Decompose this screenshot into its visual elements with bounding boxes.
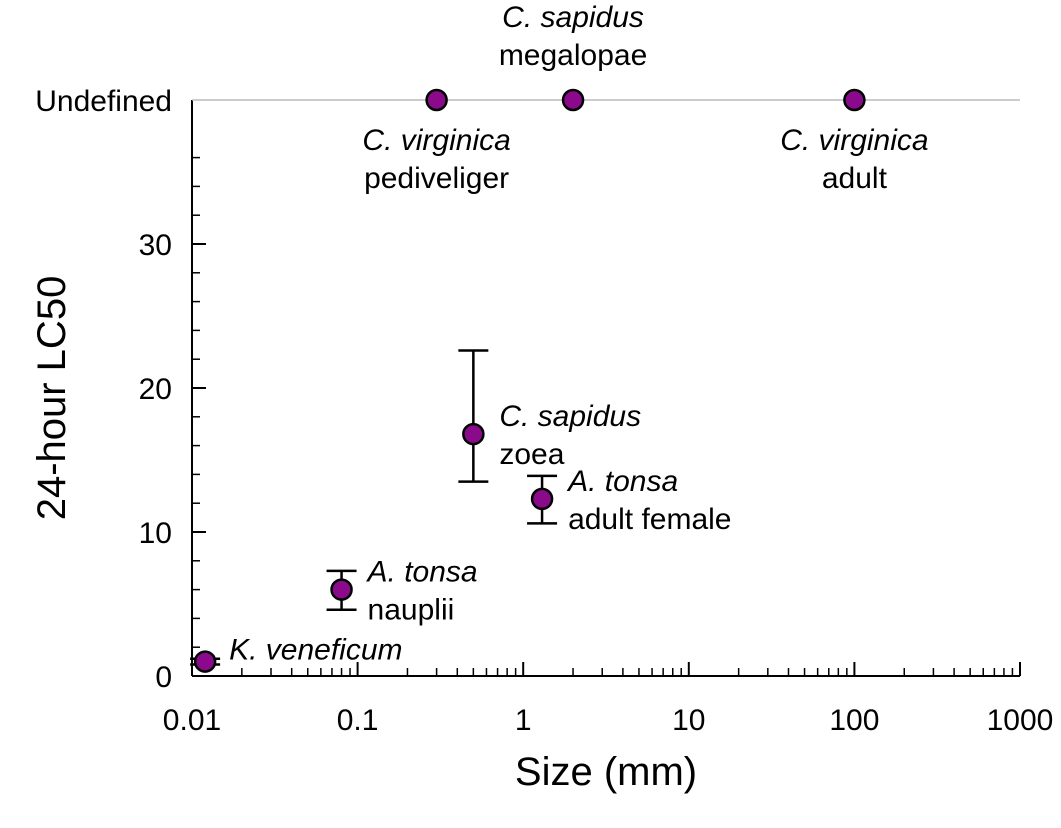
data-point <box>462 422 485 446</box>
data-point <box>530 487 554 511</box>
data-points <box>193 88 866 673</box>
species-label: K. veneficum <box>229 634 402 667</box>
undefined-tick-label: Undefined <box>35 85 172 118</box>
y-tick-label: 10 <box>139 517 172 550</box>
y-tick-label: 0 <box>155 661 172 694</box>
x-tick-label: 1 <box>515 704 532 737</box>
species-label: A. tonsa <box>566 465 678 498</box>
species-label: C. sapidus <box>502 1 644 34</box>
x-tick-label: 1000 <box>987 704 1054 737</box>
stage-label: pediveliger <box>364 162 509 195</box>
species-label: C. sapidus <box>499 400 641 433</box>
x-tick-label: 0.1 <box>337 704 379 737</box>
species-label: C. virginica <box>780 124 928 157</box>
data-point <box>425 88 448 112</box>
species-label: C. virginica <box>362 124 510 157</box>
x-tick-label: 0.01 <box>163 704 221 737</box>
y-axis-ticks: 0 10 20 30 <box>139 156 206 694</box>
data-point <box>843 88 866 112</box>
species-label: A. tonsa <box>366 556 478 589</box>
y-tick-label: 30 <box>139 229 172 262</box>
stage-label: zoea <box>499 438 564 471</box>
stage-label: nauplii <box>368 594 455 627</box>
y-axis-title: 24-hour LC50 <box>30 276 74 521</box>
x-tick-label: 10 <box>672 704 705 737</box>
stage-label: adult female <box>568 503 731 536</box>
x-tick-label: 100 <box>829 704 879 737</box>
stage-label: megalopae <box>499 39 647 72</box>
data-point <box>561 88 585 112</box>
data-point <box>193 650 217 673</box>
y-tick-label: 20 <box>139 373 172 406</box>
stage-label: adult <box>822 162 888 195</box>
point-labels: K. veneficum A. tonsa nauplii C. sapidus zoe… <box>229 1 928 667</box>
x-axis-ticks: 0.01 0.1 1 10 100 1000 <box>163 662 1054 737</box>
data-point <box>330 578 353 601</box>
x-axis-title: Size (mm) <box>515 750 697 794</box>
